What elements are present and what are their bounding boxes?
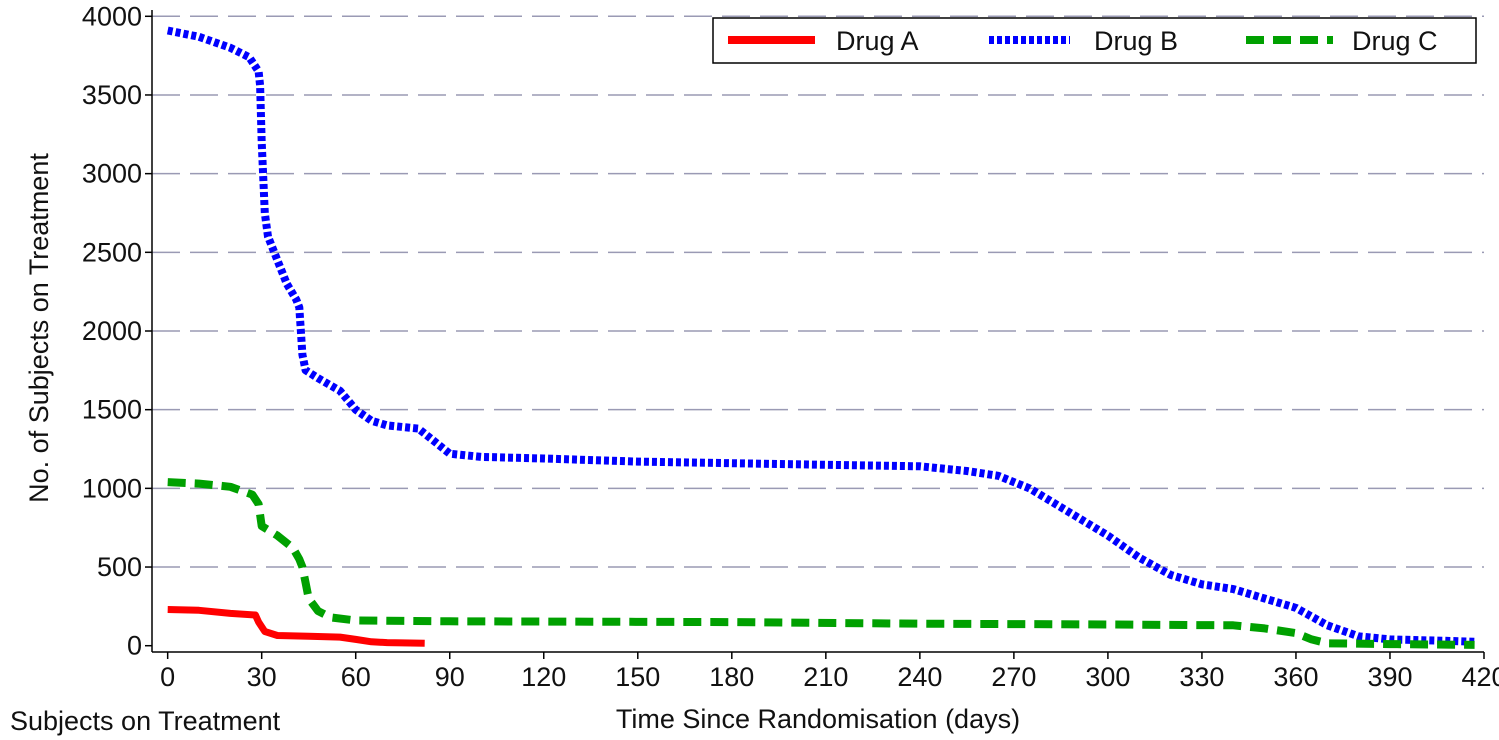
legend-label-drug-c: Drug C <box>1352 26 1438 56</box>
x-tick-label-60: 60 <box>341 662 371 692</box>
y-tick-label-500: 500 <box>97 552 142 582</box>
x-tick-label-90: 90 <box>435 662 465 692</box>
y-tick-label-0: 0 <box>127 631 142 661</box>
x-tick-label-330: 330 <box>1179 662 1224 692</box>
x-tick-label-210: 210 <box>803 662 848 692</box>
x-tick-label-270: 270 <box>991 662 1036 692</box>
x-tick-label-300: 300 <box>1085 662 1130 692</box>
y-tick-label-3500: 3500 <box>82 80 142 110</box>
y-tick-label-4000: 4000 <box>82 1 142 31</box>
legend-label-drug-a: Drug A <box>836 26 919 56</box>
x-axis-label: Time Since Randomisation (days) <box>616 704 1020 734</box>
y-tick-label-1500: 1500 <box>82 395 142 425</box>
series-line-drug-b <box>166 26 1475 646</box>
x-tick-label-390: 390 <box>1367 662 1412 692</box>
legend: Drug A Drug B Drug C <box>712 17 1477 64</box>
legend-label-drug-b: Drug B <box>1094 26 1178 56</box>
x-tick-label-240: 240 <box>897 662 942 692</box>
x-tick-label-180: 180 <box>709 662 754 692</box>
y-tick-label-1000: 1000 <box>82 473 142 503</box>
grid-lines <box>152 15 1484 568</box>
series-line-drug-c <box>167 478 1475 649</box>
y-axis-label: No. of Subjects on Treatment <box>24 153 54 503</box>
x-tick-label-150: 150 <box>615 662 660 692</box>
footnote: Subjects on Treatment <box>10 706 281 736</box>
y-tick-label-2500: 2500 <box>82 237 142 267</box>
series-line-drug-a <box>167 606 425 647</box>
x-tick-label-0: 0 <box>160 662 175 692</box>
series-lines <box>166 26 1475 649</box>
x-tick-label-30: 30 <box>247 662 277 692</box>
y-tick-label-2000: 2000 <box>82 316 142 346</box>
x-tick-label-420: 420 <box>1461 662 1499 692</box>
x-tick-label-360: 360 <box>1273 662 1318 692</box>
x-tick-label-120: 120 <box>521 662 566 692</box>
axes <box>145 10 1485 659</box>
y-tick-label-3000: 3000 <box>82 159 142 189</box>
tick-labels: 0 500 1000 1500 2000 2500 3000 3500 4000 0 30 60 90 1… <box>82 1 1499 692</box>
legend-box <box>712 17 1477 64</box>
